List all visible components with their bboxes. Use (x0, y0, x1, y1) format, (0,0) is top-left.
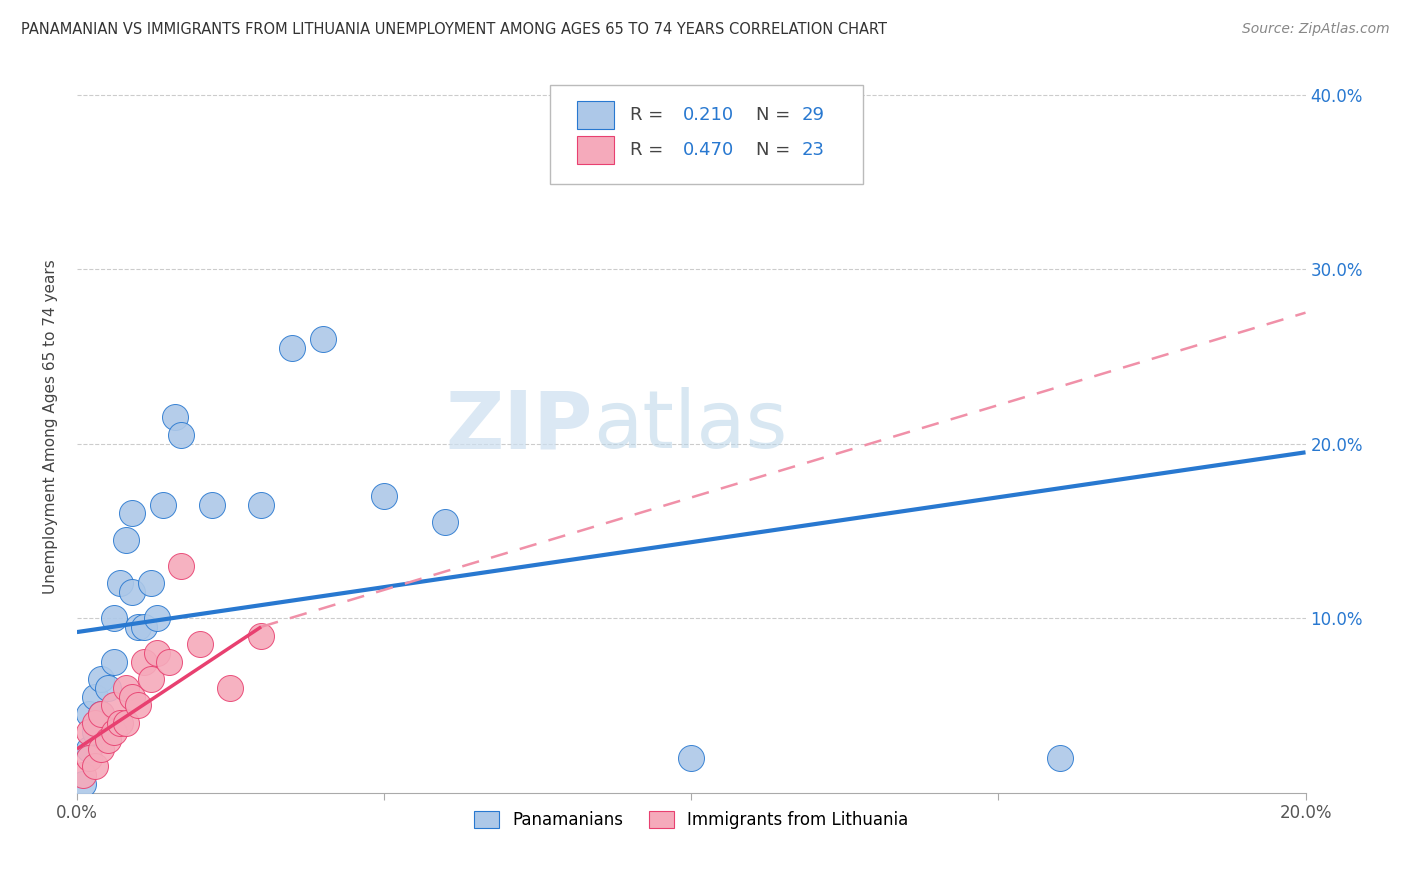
Text: ZIP: ZIP (446, 387, 593, 465)
Text: 23: 23 (801, 141, 825, 159)
Point (90, 707, 112, 722)
Point (165, 410, 187, 425)
Point (201, 498, 224, 512)
Text: N =: N = (756, 141, 796, 159)
Text: PANAMANIAN VS IMMIGRANTS FROM LITHUANIA UNEMPLOYMENT AMONG AGES 65 TO 74 YEARS C: PANAMANIAN VS IMMIGRANTS FROM LITHUANIA … (21, 22, 887, 37)
Point (103, 724, 125, 739)
Text: atlas: atlas (593, 387, 787, 465)
Point (121, 585, 143, 599)
Point (72, 777, 94, 791)
Text: R =: R = (630, 141, 669, 159)
Point (108, 715, 131, 730)
Point (77, 750, 100, 764)
Point (139, 672, 162, 686)
Point (145, 611, 167, 625)
FancyBboxPatch shape (576, 101, 614, 128)
Point (127, 620, 149, 634)
Point (145, 646, 167, 660)
Point (77, 724, 100, 739)
Point (681, 750, 703, 764)
Text: 0.470: 0.470 (682, 141, 734, 159)
Point (115, 533, 138, 547)
Point (250, 629, 273, 643)
Point (121, 507, 143, 521)
Point (170, 428, 193, 442)
Point (90, 742, 112, 756)
Point (127, 698, 149, 713)
Text: 0.210: 0.210 (682, 105, 734, 124)
Point (1049, 750, 1071, 764)
Point (84, 690, 107, 704)
Point (115, 715, 138, 730)
Point (311, 332, 333, 346)
Point (134, 655, 156, 669)
Y-axis label: Unemployment Among Ages 65 to 74 years: Unemployment Among Ages 65 to 74 years (44, 259, 58, 593)
Point (90, 672, 112, 686)
Point (90, 707, 112, 722)
Point (72, 768, 94, 782)
Point (139, 576, 162, 591)
Point (108, 576, 131, 591)
FancyBboxPatch shape (550, 86, 863, 185)
Point (281, 341, 304, 355)
Text: 29: 29 (801, 105, 825, 124)
Point (97, 681, 120, 695)
Point (373, 489, 395, 503)
FancyBboxPatch shape (576, 136, 614, 164)
Point (434, 515, 457, 529)
Point (115, 681, 138, 695)
Text: R =: R = (630, 105, 669, 124)
Point (103, 698, 125, 713)
Point (152, 498, 174, 512)
Legend: Panamanians, Immigrants from Lithuania: Panamanians, Immigrants from Lithuania (468, 804, 915, 836)
Point (84, 724, 107, 739)
Point (250, 498, 273, 512)
Point (170, 558, 193, 573)
Point (121, 690, 143, 704)
Point (103, 611, 125, 625)
Point (97, 733, 120, 747)
Point (157, 655, 180, 669)
Text: N =: N = (756, 105, 796, 124)
Point (103, 655, 125, 669)
Point (77, 742, 100, 756)
Point (84, 759, 107, 773)
Point (77, 707, 100, 722)
Point (219, 681, 242, 695)
Point (134, 620, 156, 634)
Point (188, 637, 211, 651)
Point (84, 715, 107, 730)
Text: Source: ZipAtlas.com: Source: ZipAtlas.com (1241, 22, 1389, 37)
